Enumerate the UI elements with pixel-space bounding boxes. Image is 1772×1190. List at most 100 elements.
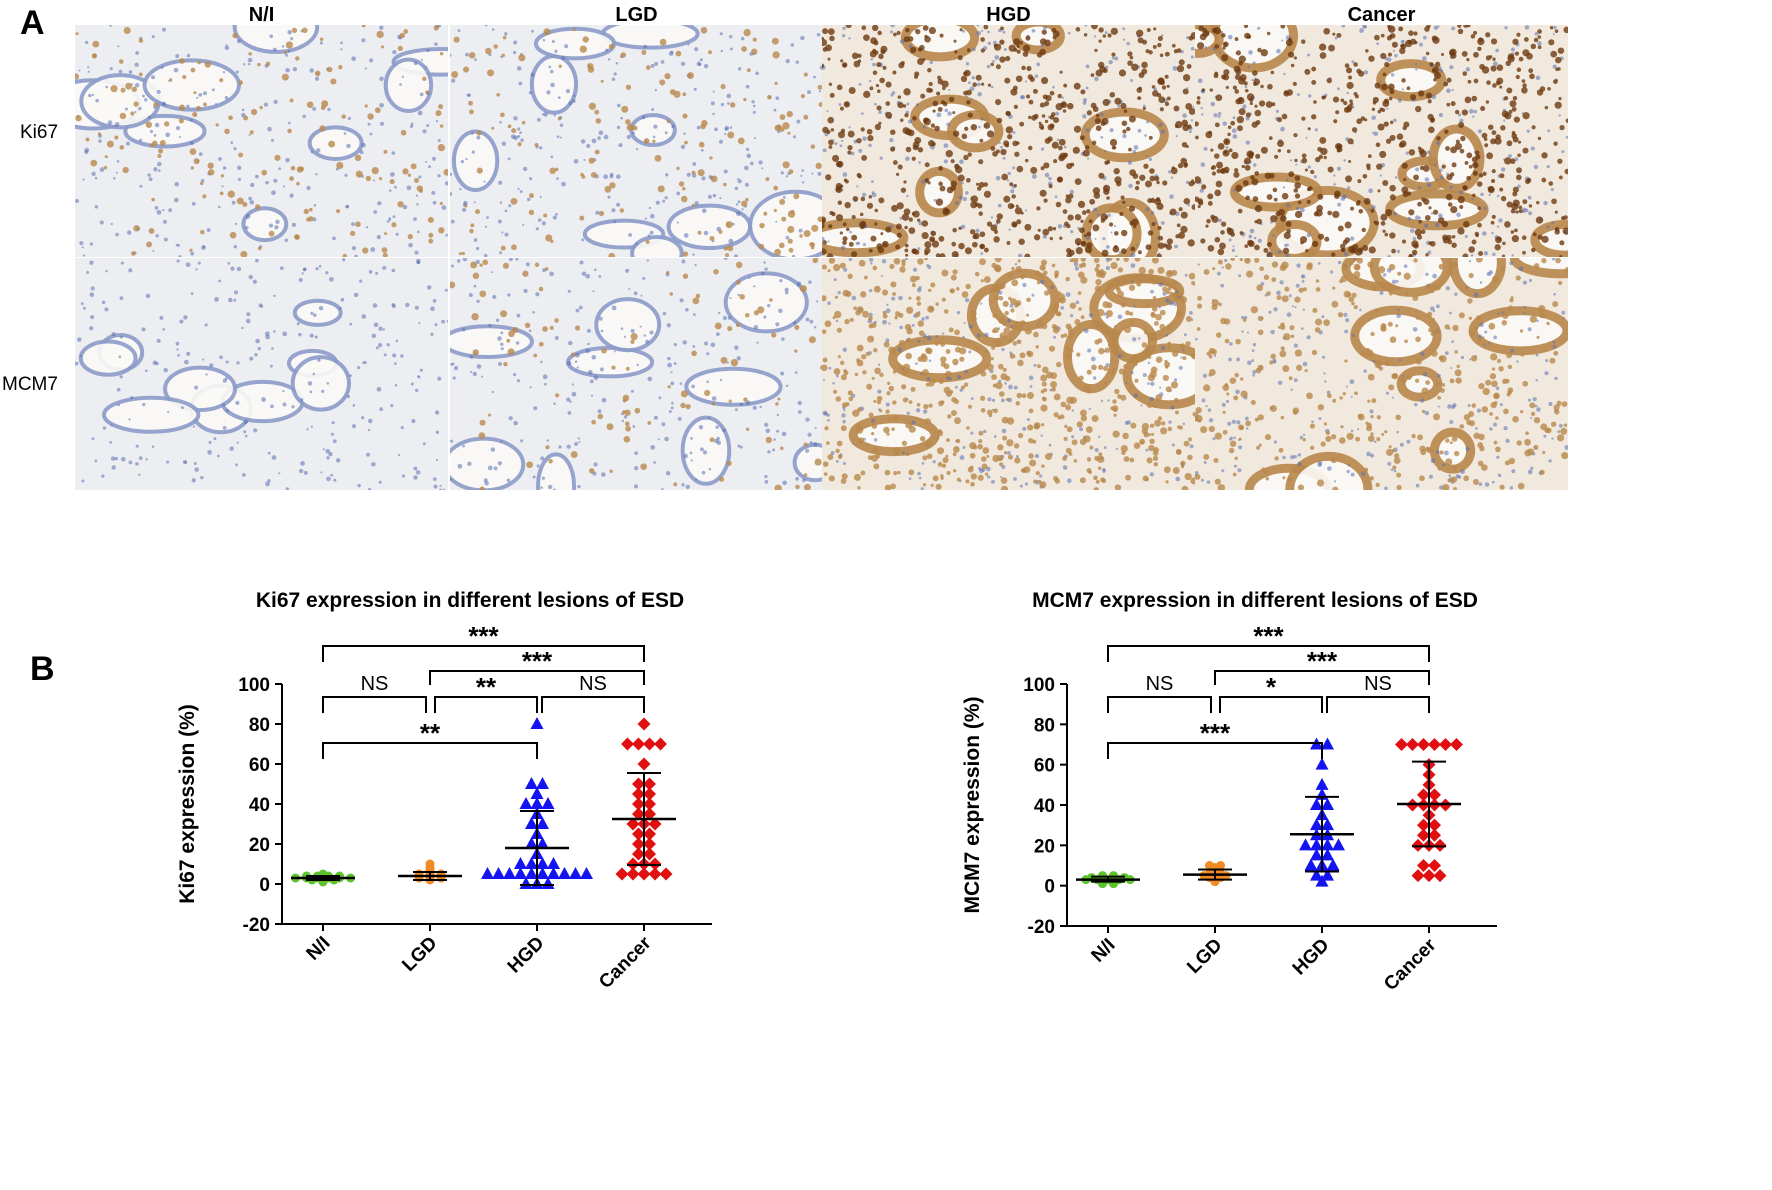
positive-nucleus — [1401, 162, 1408, 169]
positive-nucleus — [916, 402, 921, 407]
nucleus — [342, 258, 346, 262]
nucleus — [877, 363, 881, 366]
positive-nucleus — [451, 71, 459, 78]
nucleus — [450, 53, 452, 57]
nucleus — [1505, 438, 1510, 443]
nucleus — [517, 134, 521, 138]
positive-nucleus — [1130, 321, 1134, 326]
positive-nucleus — [1125, 474, 1132, 481]
nucleus — [409, 124, 414, 128]
positive-nucleus — [1421, 387, 1429, 395]
positive-nucleus — [609, 469, 613, 473]
positive-nucleus — [866, 128, 873, 135]
positive-nucleus — [835, 214, 844, 222]
positive-nucleus — [1342, 391, 1347, 396]
positive-nucleus — [1302, 287, 1307, 292]
nucleus — [918, 221, 923, 226]
nucleus — [516, 313, 521, 318]
positive-nucleus — [1222, 429, 1228, 435]
nucleus — [495, 318, 500, 322]
positive-nucleus — [438, 104, 444, 110]
positive-nucleus — [1068, 452, 1073, 456]
nucleus — [1398, 358, 1402, 362]
nucleus — [408, 242, 413, 248]
nucleus — [1373, 131, 1379, 137]
nucleus — [837, 290, 841, 295]
positive-nucleus — [1481, 336, 1485, 340]
positive-nucleus — [1468, 246, 1475, 253]
nucleus — [1174, 244, 1178, 249]
nucleus — [968, 324, 973, 329]
nucleus — [483, 180, 486, 183]
nucleus — [722, 428, 727, 433]
nucleus — [908, 119, 913, 124]
positive-nucleus — [1335, 110, 1340, 115]
positive-nucleus — [714, 322, 722, 330]
positive-nucleus — [778, 242, 785, 249]
positive-nucleus — [1130, 246, 1136, 252]
nucleus — [1029, 385, 1033, 388]
nucleus — [1213, 354, 1217, 357]
positive-nucleus — [479, 263, 483, 267]
positive-nucleus — [1224, 139, 1229, 144]
positive-nucleus — [1172, 350, 1179, 357]
nucleus — [315, 266, 319, 271]
nucleus — [1093, 207, 1098, 212]
positive-nucleus — [708, 50, 712, 55]
positive-nucleus — [1214, 236, 1221, 243]
nucleus — [278, 167, 282, 171]
positive-nucleus — [1516, 32, 1521, 37]
positive-nucleus — [1243, 25, 1249, 29]
positive-nucleus — [1508, 457, 1516, 465]
nucleus — [1071, 409, 1074, 412]
positive-nucleus — [895, 244, 901, 250]
positive-nucleus — [1076, 242, 1080, 246]
positive-nucleus — [1431, 35, 1438, 42]
data-point — [530, 797, 544, 809]
positive-nucleus — [1170, 279, 1177, 286]
positive-nucleus — [1283, 333, 1291, 341]
nucleus — [499, 201, 503, 204]
positive-nucleus — [1216, 161, 1224, 169]
positive-nucleus — [1492, 57, 1496, 61]
positive-nucleus — [1098, 39, 1102, 43]
nucleus — [586, 143, 591, 149]
nucleus — [127, 230, 132, 235]
positive-nucleus — [493, 44, 498, 49]
positive-nucleus — [1541, 152, 1548, 159]
positive-nucleus — [1285, 220, 1292, 227]
positive-nucleus — [1286, 149, 1291, 154]
nucleus — [373, 322, 379, 328]
nucleus — [298, 332, 302, 337]
nucleus — [1496, 455, 1500, 459]
positive-nucleus — [1158, 96, 1166, 104]
positive-nucleus — [1259, 266, 1265, 272]
nucleus — [827, 301, 831, 305]
positive-nucleus — [1445, 146, 1450, 151]
positive-nucleus — [1113, 167, 1120, 175]
positive-nucleus — [1358, 209, 1364, 214]
positive-nucleus — [1151, 258, 1159, 264]
positive-nucleus — [403, 29, 409, 34]
nucleus — [960, 181, 964, 185]
positive-nucleus — [890, 483, 896, 490]
positive-nucleus — [299, 166, 304, 172]
positive-nucleus — [1389, 120, 1394, 125]
positive-nucleus — [1270, 70, 1275, 75]
positive-nucleus — [1382, 229, 1386, 233]
positive-nucleus — [549, 325, 554, 330]
nucleus — [1501, 167, 1506, 172]
positive-nucleus — [1266, 291, 1271, 296]
y-tick-label: -20 — [243, 915, 270, 936]
nucleus — [1205, 405, 1208, 408]
positive-nucleus — [1512, 38, 1519, 45]
positive-nucleus — [1187, 454, 1193, 461]
positive-nucleus — [1554, 210, 1558, 214]
nucleus — [1160, 221, 1165, 225]
nucleus — [88, 93, 92, 98]
nucleus — [1281, 39, 1284, 42]
nucleus — [1222, 121, 1227, 126]
positive-nucleus — [1446, 77, 1452, 83]
positive-nucleus — [1136, 29, 1144, 37]
positive-nucleus — [1393, 286, 1397, 290]
